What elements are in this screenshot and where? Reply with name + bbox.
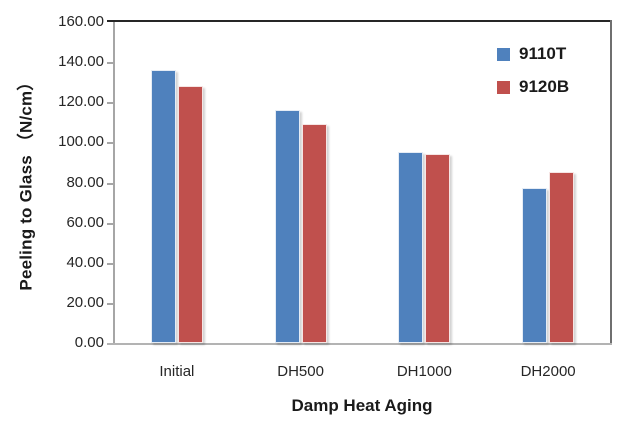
- bar-9110t-dh1000: [398, 152, 424, 343]
- y-tick-mark: [107, 302, 115, 305]
- y-tick-label: 60.00: [66, 213, 104, 231]
- x-axis-title: Damp Heat Aging: [291, 396, 433, 415]
- y-tick-label: 40.00: [66, 253, 104, 271]
- y-tick-label: 120.00: [58, 93, 104, 111]
- plot-border-top: [107, 20, 612, 22]
- y-axis-title: Peeling to Glass （N/cm）: [16, 73, 36, 291]
- y-tick-label: 140.00: [58, 53, 104, 71]
- y-tick-mark: [107, 262, 115, 265]
- y-tick-label: 100.00: [58, 133, 104, 151]
- y-tick-mark: [107, 182, 115, 185]
- legend-label-9120b: 9120B: [519, 77, 570, 96]
- x-tick-label-dh1000: DH1000: [396, 363, 452, 380]
- y-tick-mark: [107, 102, 115, 105]
- y-tick-mark: [107, 62, 115, 65]
- y-tick-label: 160.00: [58, 13, 104, 30]
- x-tick-label-dh500: DH500: [277, 363, 324, 380]
- bar-9120b-dh500: [301, 123, 327, 343]
- bar-9120b-dh2000: [549, 171, 575, 343]
- legend-swatch-9120b: [497, 80, 510, 94]
- legend-swatch-9110t: [497, 47, 510, 61]
- bar-9110t-dh2000: [522, 187, 548, 343]
- y-tick-mark: [107, 142, 115, 145]
- bar-9120b-dh1000: [425, 153, 451, 343]
- x-tick-label-initial: Initial: [159, 363, 195, 380]
- x-axis-line: [107, 343, 612, 345]
- bar-9120b-initial: [177, 85, 203, 343]
- legend-label-9110t: 9110T: [519, 44, 567, 63]
- bar-9110t-dh500: [274, 110, 300, 343]
- y-tick-label: 0.00: [74, 334, 104, 351]
- y-tick-label: 80.00: [66, 173, 104, 191]
- legend-item-9110t: 9110T: [497, 42, 569, 66]
- legend: 9110T 9120B: [497, 42, 569, 108]
- y-tick-label: 20.00: [66, 293, 104, 311]
- bar-9110t-initial: [150, 69, 176, 343]
- y-tick-mark: [107, 222, 115, 225]
- plot-border-right: [610, 20, 612, 345]
- x-tick-label-dh2000: DH2000: [520, 363, 576, 380]
- legend-item-9120b: 9120B: [497, 75, 569, 99]
